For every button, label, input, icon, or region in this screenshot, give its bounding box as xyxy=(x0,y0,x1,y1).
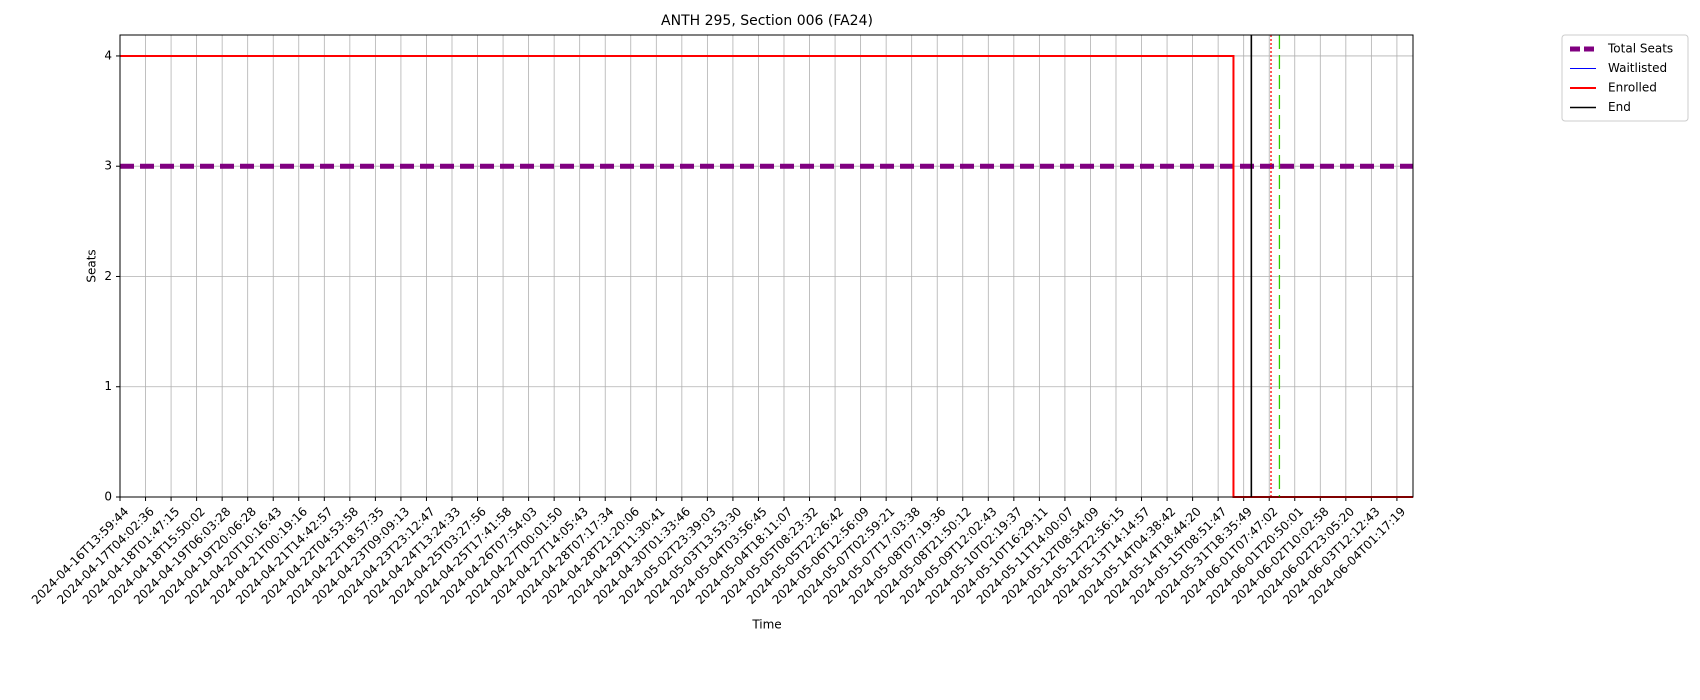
y-tick-label: 3 xyxy=(104,159,112,173)
y-axis-label: Seats xyxy=(85,249,99,282)
y-tick-label: 2 xyxy=(104,269,112,283)
plot-frame xyxy=(119,34,1414,498)
y-tick-label: 1 xyxy=(104,379,112,393)
legend-label: End xyxy=(1608,100,1631,114)
legend-label: Waitlisted xyxy=(1608,61,1667,75)
legend-label: Total Seats xyxy=(1607,42,1673,56)
legend-label: Enrolled xyxy=(1608,81,1657,95)
y-tick-label: 4 xyxy=(104,48,112,62)
y-tick-label: 0 xyxy=(104,490,112,504)
legend-box xyxy=(1561,34,1689,122)
chart-title: ANTH 295, Section 006 (FA24) xyxy=(661,13,873,29)
x-axis-label: Time xyxy=(751,618,781,632)
